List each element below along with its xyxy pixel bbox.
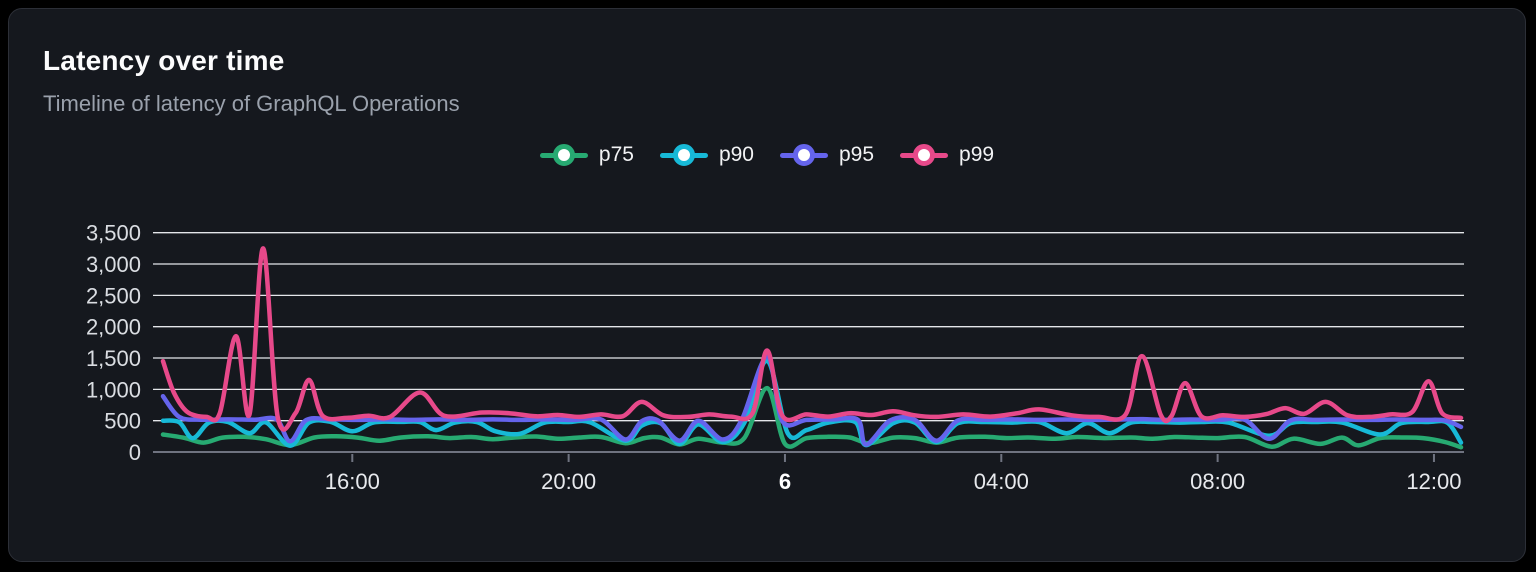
- legend-item-p99[interactable]: p99: [900, 143, 994, 167]
- legend-label-p99: p99: [959, 143, 995, 166]
- x-axis-label: 12:00: [1406, 469, 1461, 494]
- y-axis-label: 2,000: [86, 315, 141, 340]
- y-axis-label: 500: [104, 409, 141, 434]
- x-axis-label: 04:00: [974, 469, 1029, 494]
- y-axis-label: 0: [129, 440, 141, 465]
- legend-label-p75: p75: [598, 143, 634, 166]
- chart-subtitle: Timeline of latency of GraphQL Operation…: [43, 91, 460, 116]
- chart-title: Latency over time: [43, 45, 285, 76]
- p95-series-marker-icon: [780, 144, 828, 166]
- y-axis-label: 3,000: [86, 252, 141, 277]
- legend-item-p95[interactable]: p95: [780, 143, 874, 167]
- p75-series-marker-icon: [539, 144, 588, 166]
- series-line-p90[interactable]: [160, 358, 1464, 448]
- y-axis-label: 1,500: [86, 346, 141, 371]
- latency-chart[interactable]: 0 500 1,000 1,500 2,000 2,500 3,000 3,500 16:00 2…: [9, 191, 1525, 531]
- series-line-p99[interactable]: [160, 246, 1464, 432]
- y-axis-label: 2,500: [86, 283, 141, 308]
- x-axis-label: 08:00: [1190, 469, 1245, 494]
- x-axis-label: 6: [779, 469, 791, 494]
- legend: p75 p90 p95 p99: [9, 139, 1525, 171]
- legend-label-p90: p90: [718, 143, 754, 166]
- chart-card: Latency over time Timeline of latency of…: [8, 8, 1526, 562]
- y-axis-label: 3,500: [86, 221, 141, 246]
- p99-series-marker-icon: [900, 144, 949, 166]
- legend-item-p75[interactable]: p75: [539, 143, 634, 167]
- legend-item-p90[interactable]: p90: [659, 143, 754, 167]
- x-axis-label: 20:00: [541, 469, 596, 494]
- legend-label-p95: p95: [839, 143, 875, 166]
- series-line-p75[interactable]: [160, 385, 1464, 450]
- p90-series-marker-icon: [659, 144, 708, 166]
- x-axis-label: 16:00: [325, 469, 380, 494]
- y-axis-label: 1,000: [86, 377, 141, 402]
